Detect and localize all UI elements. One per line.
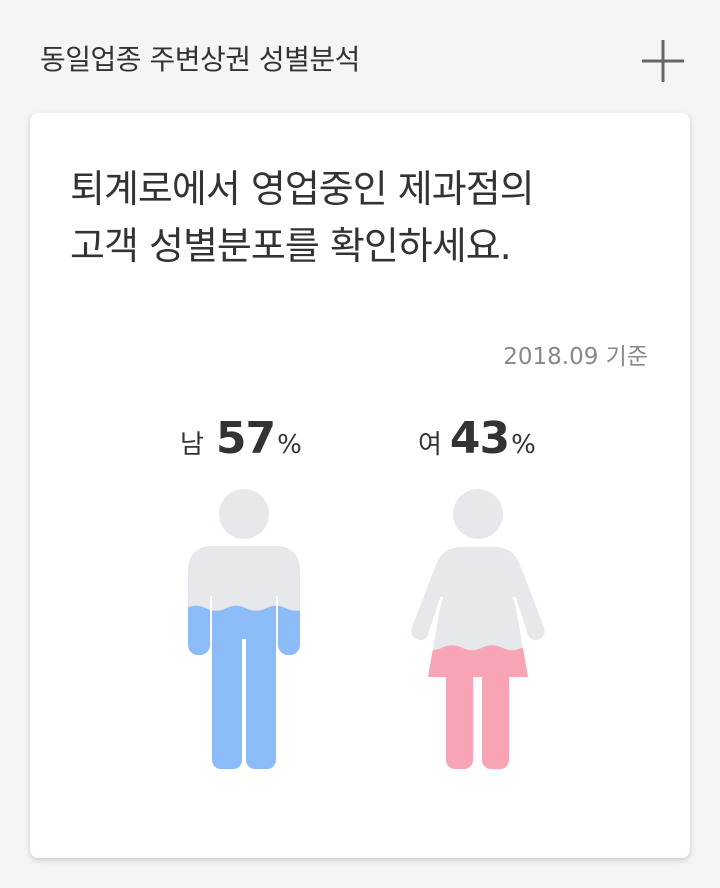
male-percent-unit: %	[277, 430, 302, 460]
card-headline: 퇴계로에서 영업중인 제과점의 고객 성별분포를 확인하세요.	[70, 161, 650, 275]
female-label: 여	[418, 430, 442, 460]
female-percent-unit: %	[511, 430, 536, 460]
male-label: 남	[180, 430, 204, 460]
female-stat: 여 43 %	[418, 413, 536, 473]
female-figure-fill	[411, 645, 545, 769]
plus-icon[interactable]	[640, 38, 686, 84]
gender-analysis-card: 퇴계로에서 영업중인 제과점의 고객 성별분포를 확인하세요. 2018.09 …	[30, 113, 690, 858]
male-figure-icon	[186, 487, 306, 781]
page-title: 동일업종 주변상권 성별분석	[40, 43, 360, 76]
male-figure-fill	[188, 605, 300, 769]
female-figure-icon	[402, 487, 552, 781]
female-arm-gap-left	[428, 596, 444, 634]
male-stat: 남 57 %	[180, 413, 302, 473]
female-arm-gap-right	[512, 596, 528, 634]
headline-line-2: 고객 성별분포를 확인하세요.	[70, 224, 512, 268]
female-figure-base	[411, 489, 545, 769]
female-percent-value: 43	[449, 413, 510, 464]
page-header: 동일업종 주변상권 성별분석	[0, 0, 720, 112]
basis-date: 2018.09 기준	[503, 344, 648, 370]
male-percent-value: 57	[215, 413, 276, 464]
headline-line-1: 퇴계로에서 영업중인 제과점의	[70, 167, 535, 211]
